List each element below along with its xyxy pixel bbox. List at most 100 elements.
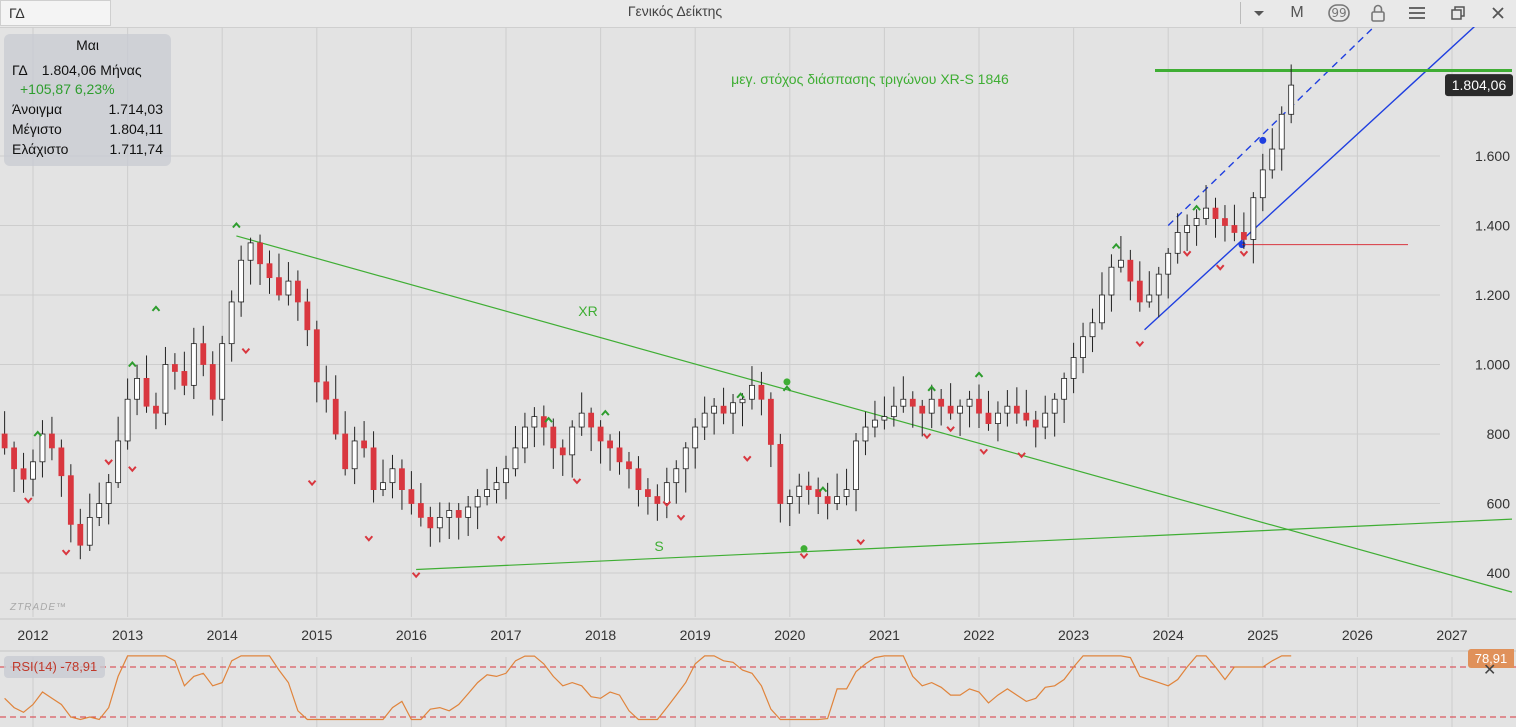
candle-up (285, 280, 292, 296)
candle-up (124, 398, 131, 442)
candle-down (181, 371, 188, 386)
candle-down (597, 426, 604, 442)
candle-down (976, 398, 982, 414)
swing-low-marker (24, 497, 33, 504)
candle-down (559, 447, 566, 456)
candle-up (1070, 357, 1077, 379)
swing-high-marker (1111, 242, 1121, 250)
candle-down (1212, 207, 1219, 219)
candle-down (257, 242, 263, 265)
candle-up (682, 447, 689, 470)
candle-down (408, 489, 415, 504)
swing-low-marker (742, 455, 752, 462)
candle-down (550, 426, 557, 449)
x-tick-label: 2018 (585, 627, 616, 643)
restore-window-icon[interactable] (1446, 0, 1470, 26)
rsi-close-icon[interactable]: ✕ (1483, 662, 1497, 679)
lock-icon[interactable] (1366, 0, 1390, 26)
y-tick-label: 800 (1487, 426, 1511, 442)
x-tick-label: 2019 (680, 627, 711, 643)
swing-high-marker (818, 486, 828, 493)
candle-down (1127, 259, 1134, 282)
candle-down (1240, 232, 1247, 240)
candle-up (749, 384, 755, 400)
info-low-value: 1.711,74 (109, 141, 163, 157)
candle-down (200, 343, 207, 365)
candle-up (134, 377, 140, 400)
candle-up (853, 440, 859, 491)
swing-high-marker (601, 409, 610, 416)
candle-up (663, 482, 670, 504)
channel-anchor (1259, 136, 1267, 144)
candle-up (796, 485, 803, 497)
candle-up (730, 402, 736, 414)
svg-text:99: 99 (1331, 6, 1346, 20)
info-open-label: Άνοιγμα (12, 101, 63, 117)
candle-up (247, 242, 254, 261)
candle-down (1231, 225, 1238, 233)
candle-down (758, 384, 765, 400)
watermark: ZTRADE™ (10, 602, 67, 613)
swing-low-marker (128, 466, 137, 473)
candle-down (417, 503, 424, 518)
candle-up (162, 364, 169, 414)
x-tick-label: 2024 (1153, 627, 1184, 643)
candle-up (484, 489, 490, 497)
swing-low-marker (572, 478, 582, 485)
candle-up (503, 468, 509, 484)
candle-down (399, 468, 405, 491)
candle-up (1165, 252, 1172, 275)
candle-up (1042, 412, 1049, 428)
candle-up (1184, 225, 1191, 233)
y-tick-label: 1.400 (1475, 218, 1510, 234)
candle-up (928, 398, 935, 414)
candle-down (824, 496, 831, 504)
candle-down (654, 496, 661, 504)
candle-up (512, 447, 519, 470)
swing-low-marker (1135, 340, 1145, 348)
candle-up (1269, 148, 1276, 171)
candle-up (739, 398, 746, 404)
candle-up (190, 343, 197, 386)
info-price: 1.804,06 (41, 62, 97, 78)
swing-low-marker (856, 539, 866, 546)
x-tick-label: 2014 (207, 627, 238, 643)
symbol-input[interactable]: ΓΔ (0, 0, 111, 26)
rsi-label[interactable]: RSI(14) -78,91 (4, 656, 106, 678)
candle-up (1051, 398, 1058, 414)
candle-down (909, 398, 916, 407)
candle-up (1288, 84, 1295, 115)
rsi-value-badge: 78,91 (1468, 649, 1514, 668)
candle-up (1004, 405, 1011, 414)
candle-down (1136, 280, 1143, 303)
candle-down (11, 447, 17, 470)
menu-icon[interactable] (1405, 0, 1429, 26)
candle-down (635, 468, 642, 491)
swing-markers (24, 204, 1249, 579)
x-tick-label: 2026 (1342, 627, 1373, 643)
close-icon[interactable] (1486, 0, 1510, 26)
candle-up (1278, 113, 1285, 150)
swing-low-marker (61, 549, 71, 556)
candle-up (30, 461, 36, 480)
channel-lower (1144, 27, 1476, 331)
dropdown-chevron-icon[interactable] (1246, 0, 1272, 26)
candle-up (862, 426, 869, 442)
last-price-badge (1445, 74, 1513, 97)
s-trendline (416, 518, 1513, 571)
period-button[interactable]: M (1290, 4, 1304, 21)
candle-up (1155, 273, 1162, 296)
candle-down (266, 263, 273, 279)
quote-icon[interactable]: 99 (1325, 0, 1353, 26)
candle-up (1174, 232, 1181, 254)
swing-low-marker (241, 347, 251, 355)
target-annotation: μεγ. στόχος διάσπασης τριγώνου XR-S 1846 (731, 71, 1009, 87)
candle-up (966, 398, 973, 407)
swing-low-marker (1239, 250, 1249, 257)
x-tick-label: 2020 (774, 627, 805, 643)
swing-low-marker (1017, 452, 1026, 459)
candle-down (67, 475, 74, 525)
candle-up (1193, 218, 1200, 226)
candle-up (351, 440, 358, 470)
